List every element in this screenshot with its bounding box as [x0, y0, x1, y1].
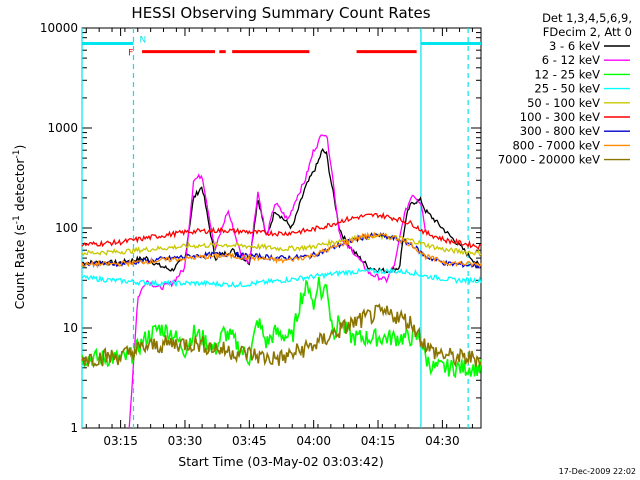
- series-line: [81, 303, 482, 369]
- plot-area: 1 10 100 1000 10000 03:15 03:30 03:45 04:00 04:15…: [40, 21, 482, 448]
- legend-header-line-2: FDecim 2, Att 0: [543, 25, 632, 39]
- legend-label: 800 - 7000 keV: [512, 138, 600, 152]
- x-tick-label: 04:30: [425, 434, 460, 448]
- y-tick-label: 10000: [40, 21, 78, 35]
- legend-label: 3 - 6 keV: [549, 39, 600, 53]
- legend-label: 300 - 800 keV: [520, 124, 600, 138]
- y-tick-label: 1: [70, 421, 78, 435]
- legend-label: 50 - 100 keV: [527, 96, 600, 110]
- x-tick-label: 03:30: [168, 434, 203, 448]
- legend-label: 7000 - 20000 keV: [498, 153, 600, 167]
- series-line: [81, 231, 482, 269]
- y-tick-label: 1000: [47, 121, 78, 135]
- flare-flag-label: F: [128, 49, 133, 59]
- y-axis-label: Count Rate (s-1 detector-1): [12, 145, 27, 310]
- series-line: [128, 134, 426, 429]
- legend-label: 100 - 300 keV: [520, 110, 600, 124]
- legend-header-line-1: Det 1,3,4,5,6,9,: [542, 11, 632, 25]
- legend-label: 6 - 12 keV: [542, 53, 600, 67]
- x-axis-label: Start Time (03-May-02 03:03:42): [178, 454, 383, 469]
- x-tick-label: 03:15: [103, 434, 138, 448]
- y-tick-label: 10: [63, 321, 78, 335]
- x-tick-label: 04:15: [361, 434, 396, 448]
- footer-date: 17-Dec-2009 22:02: [559, 467, 636, 476]
- legend: Det 1,3,4,5,6,9, FDecim 2, Att 0 3 - 6 k…: [498, 11, 632, 167]
- x-tick-label: 04:00: [296, 434, 331, 448]
- series-line: [81, 267, 482, 289]
- legend-label: 12 - 25 keV: [534, 67, 600, 81]
- series-line: [81, 211, 482, 250]
- legend-label: 25 - 50 keV: [534, 82, 600, 96]
- x-tick-label: 03:45: [232, 434, 267, 448]
- y-tick-label: 100: [55, 221, 78, 235]
- night-flag-label: N: [139, 35, 146, 45]
- chart-title: HESSI Observing Summary Count Rates: [131, 4, 430, 22]
- series-line: [81, 233, 482, 257]
